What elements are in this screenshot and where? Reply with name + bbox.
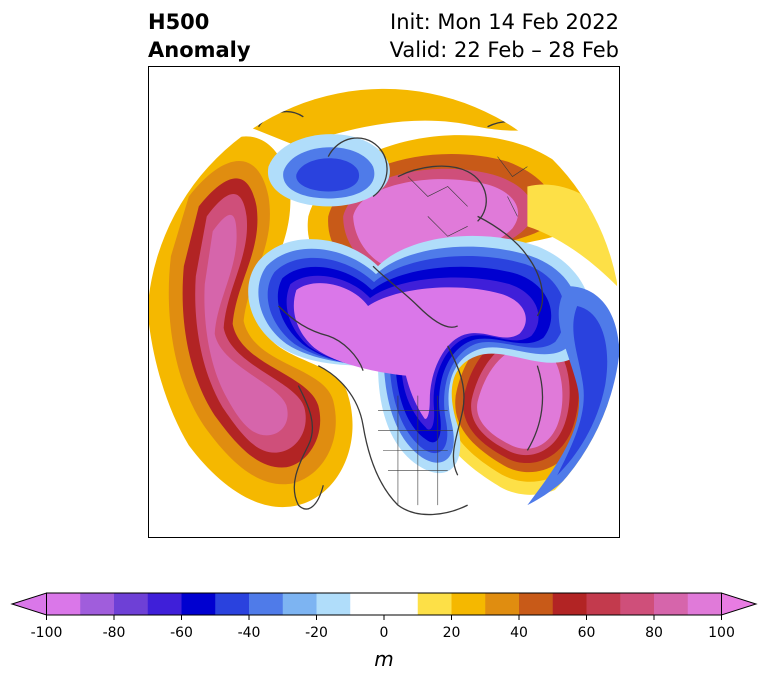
- colorbar-bin: [249, 593, 284, 615]
- trough-canada-arctic: [248, 235, 592, 474]
- valid-range: Valid: 22 Feb – 28 Feb: [389, 38, 619, 62]
- colorbar-bin: [451, 593, 486, 615]
- title-field: Anomaly: [148, 38, 251, 62]
- anomaly-field: [149, 88, 619, 537]
- colorbar-bin: [114, 593, 149, 615]
- map-panel: [148, 66, 620, 538]
- colorbar-bin: [552, 593, 587, 615]
- colorbar: [10, 592, 758, 620]
- colorbar-bin: [485, 593, 520, 615]
- colorbar-bin: [215, 593, 250, 615]
- colorbar-extend-max: [721, 592, 758, 616]
- colorbar-tick-label: 60: [577, 625, 596, 641]
- colorbar-bin: [316, 593, 351, 615]
- colorbar-bin: [181, 593, 216, 615]
- colorbar-tick-label: 20: [442, 625, 461, 641]
- colorbar-bin: [147, 593, 182, 615]
- colorbar-bin: [654, 593, 689, 615]
- colorbar-bin: [350, 593, 385, 615]
- colorbar-tick-label: 0: [379, 625, 389, 641]
- colorbar-tick-label: -60: [170, 625, 193, 641]
- colorbar-bin: [417, 593, 452, 615]
- colorbar-bin: [80, 593, 115, 615]
- ridge-north-pacific: [149, 136, 353, 507]
- trough-right-edge-core: [557, 305, 608, 476]
- colorbar-unit: m: [374, 647, 394, 671]
- colorbar-tick-label: -20: [305, 625, 328, 641]
- anomaly-map: [149, 88, 619, 537]
- colorbar-tick-label: -80: [102, 625, 126, 641]
- colorbar-tick-label: -40: [237, 625, 261, 641]
- title-left: H500 Anomaly: [148, 8, 251, 64]
- colorbar-bin: [519, 593, 554, 615]
- trough-greenland: [267, 134, 390, 207]
- colorbar-bin: [46, 593, 81, 615]
- colorbar-extend-min: [10, 592, 47, 616]
- political-borders: [378, 156, 528, 506]
- colorbar-bin: [586, 593, 621, 615]
- title-right: Init: Mon 14 Feb 2022 Valid: 22 Feb – 28…: [390, 8, 619, 64]
- colorbar-tick-label: 40: [510, 625, 528, 641]
- colorbar-tick-label: -100: [30, 625, 63, 641]
- title-variable: H500: [148, 10, 210, 34]
- colorbar-bin: [687, 593, 722, 615]
- colorbar-bin: [620, 593, 655, 615]
- init-date: Init: Mon 14 Feb 2022: [390, 10, 619, 34]
- colorbar-bin: [282, 593, 317, 615]
- colorbar-tick-label: 80: [645, 625, 663, 641]
- colorbar-tick-label: 100: [708, 625, 735, 641]
- colorbar-bin: [384, 593, 419, 615]
